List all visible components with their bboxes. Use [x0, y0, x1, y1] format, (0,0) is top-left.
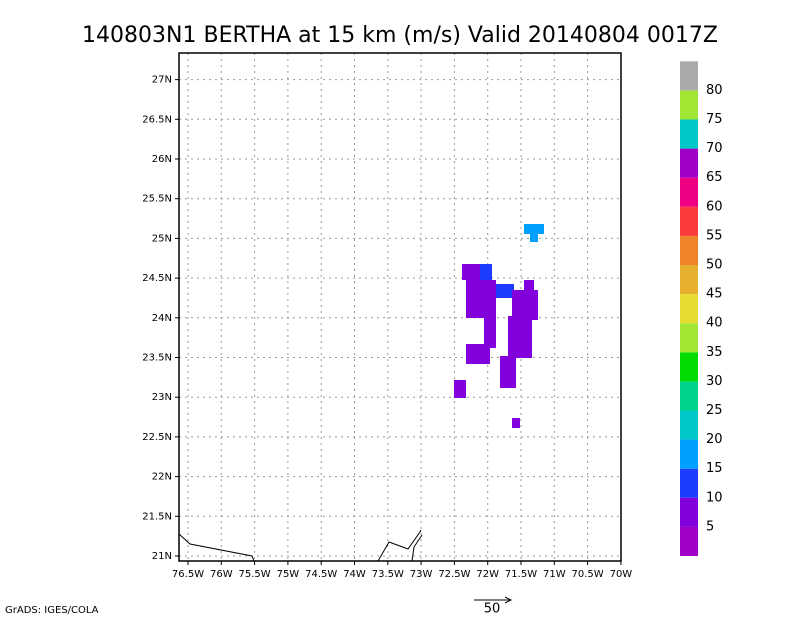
colorbar-swatch	[680, 497, 698, 527]
vector-scale-head	[504, 596, 513, 604]
coast	[178, 533, 255, 562]
title: 140803N1 BERTHA at 15 km (m/s) Valid 201…	[82, 23, 718, 48]
cell	[508, 316, 532, 358]
credit: GrADS: IGES/COLA	[5, 605, 99, 616]
colorbar-label: 35	[706, 345, 723, 360]
colorbar-label: 55	[706, 228, 723, 243]
colorbar-label: 20	[706, 432, 723, 447]
x-tick-label: 76.5W	[172, 569, 204, 580]
cell	[524, 280, 534, 292]
cell	[512, 418, 520, 428]
colorbar-swatch	[680, 468, 698, 498]
colorbar-label: 30	[706, 374, 723, 389]
x-tick-label: 72.5W	[438, 569, 470, 580]
x-tick-label: 74.5W	[305, 569, 337, 580]
x-tick-label: 75W	[277, 569, 300, 580]
grid: 76.5W 76W 75.5W 75W 74.5W 74W 73.5W 73W 72.5W 72W…	[142, 53, 632, 580]
colorbar-swatch	[680, 148, 698, 178]
y-tick-label: 25.5N	[142, 194, 172, 205]
cell	[530, 232, 538, 242]
x-tick-label: 74W	[343, 569, 366, 580]
y-tick-label: 21N	[152, 551, 172, 562]
colorbar-swatch	[680, 410, 698, 440]
colorbar-label: 10	[706, 490, 723, 505]
x-tick-label: 70W	[610, 569, 633, 580]
colorbar-label: 5	[706, 519, 714, 534]
x-tick-label: 76W	[210, 569, 233, 580]
colorbar-swatch	[680, 177, 698, 207]
colorbar: 5 10 15 20 25 30 35 40 45 50 55 60 65 70 75 80	[680, 61, 723, 556]
wind-cells	[454, 224, 544, 428]
y-tick-label: 26N	[152, 154, 172, 165]
y-tick-label: 21.5N	[142, 511, 172, 522]
x-tick-label: 75.5W	[239, 569, 271, 580]
colorbar-label: 25	[706, 403, 723, 418]
y-tick-label: 22N	[152, 472, 172, 483]
colorbar-swatch	[680, 352, 698, 382]
coast	[377, 529, 422, 562]
coast	[411, 534, 423, 562]
y-tick-label: 25N	[152, 233, 172, 244]
colorbar-swatch	[680, 439, 698, 469]
colorbar-swatch	[680, 323, 698, 353]
colorbar-swatch	[680, 381, 698, 411]
colorbar-swatch	[680, 90, 698, 120]
x-tick-label: 71W	[543, 569, 566, 580]
x-tick-label: 70.5W	[572, 569, 604, 580]
cell	[480, 264, 492, 284]
plot-frame	[178, 52, 622, 562]
y-tick-label: 22.5N	[142, 432, 172, 443]
y-tick-label: 27N	[152, 75, 172, 86]
colorbar-label: 45	[706, 287, 723, 302]
y-tick-label: 24N	[152, 313, 172, 324]
colorbar-label: 15	[706, 461, 723, 476]
cell	[500, 356, 516, 388]
colorbar-label: 40	[706, 316, 723, 331]
x-tick-label: 73.5W	[372, 569, 404, 580]
cell	[454, 380, 466, 398]
cell	[484, 318, 496, 348]
colorbar-swatch	[680, 294, 698, 324]
colorbar-label: 70	[706, 141, 723, 156]
y-tick-label: 23N	[152, 392, 172, 403]
y-tick-label: 24.5N	[142, 273, 172, 284]
colorbar-swatch	[680, 265, 698, 295]
colorbar-swatch	[680, 206, 698, 236]
colorbar-swatch	[680, 61, 698, 91]
colorbar-label: 80	[706, 83, 723, 98]
x-tick-label: 72W	[476, 569, 499, 580]
cell	[466, 344, 490, 364]
cell	[512, 290, 538, 320]
colorbar-swatch	[680, 235, 698, 265]
colorbar-label: 75	[706, 112, 723, 127]
coastline	[178, 529, 423, 562]
cell	[496, 284, 514, 298]
y-tick-label: 23.5N	[142, 353, 172, 364]
colorbar-swatch	[680, 526, 698, 556]
vector-scale-label: 50	[484, 602, 501, 617]
x-tick-label: 71.5W	[505, 569, 537, 580]
colorbar-swatch	[680, 119, 698, 149]
x-tick-label: 73W	[410, 569, 433, 580]
colorbar-label: 65	[706, 170, 723, 185]
y-tick-label: 26.5N	[142, 114, 172, 125]
cell	[524, 224, 544, 234]
colorbar-label: 60	[706, 199, 723, 214]
cell	[466, 280, 496, 318]
colorbar-label: 50	[706, 258, 723, 273]
